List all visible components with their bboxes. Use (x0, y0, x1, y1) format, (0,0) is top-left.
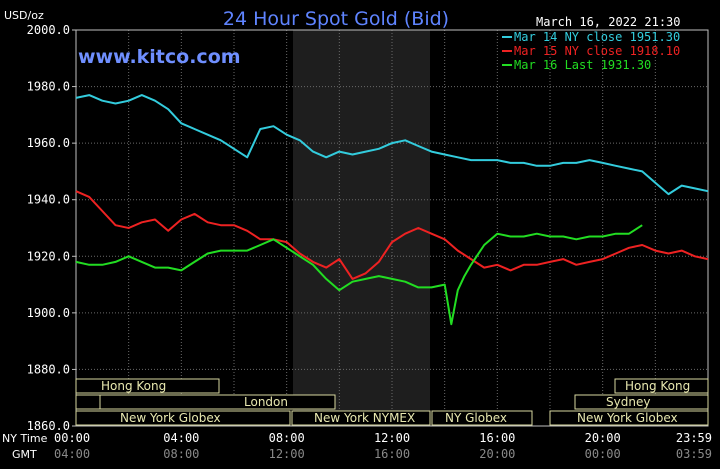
x-tick-label-ny: 16:00 (479, 431, 515, 445)
chart-title: 24 Hour Spot Gold (Bid) (223, 8, 449, 30)
session-ny-nymex-box (291, 410, 431, 426)
session-ny-globex-1-box (75, 410, 291, 426)
x-tick-label-gmt: 04:00 (54, 447, 90, 461)
session-pre-london-box (75, 394, 101, 410)
legend-label-3: Mar 16 Last 1931.30 (514, 58, 651, 72)
price-series (75, 94, 709, 326)
y-axis-unit: USD/oz (4, 9, 44, 22)
y-tick-label: 2000.0 (27, 23, 70, 37)
session-sydney: Sydney (606, 395, 650, 409)
session-ny-globex-2: NY Globex (445, 411, 507, 425)
session-ny-globex-1: New York Globex (120, 411, 221, 425)
y-tick-label: 1880.0 (27, 362, 70, 376)
y-axis-ticks: 2000.0 1980.0 1960.0 1940.0 1920.0 1900.0 1880… (27, 23, 76, 433)
x-tick-label-ny: 08:00 (269, 431, 305, 445)
legend-label-1: Mar 14 NY close 1951.30 (514, 30, 680, 44)
x-tick-label-gmt: 08:00 (163, 447, 199, 461)
x-axis-gmt-label: GMT (12, 448, 37, 461)
x-tick-label-ny: 23:59 (676, 431, 712, 445)
y-tick-label: 1920.0 (27, 249, 70, 263)
y-tick-label: 1860.0 (27, 419, 70, 433)
market-sessions: Hong Kong London New York Globex New Yor… (75, 378, 709, 426)
y-tick-label: 1960.0 (27, 136, 70, 150)
x-tick-label-ny: 12:00 (374, 431, 410, 445)
x-tick-label-gmt: 03:59 (676, 447, 712, 461)
y-tick-label: 1940.0 (27, 193, 70, 207)
legend-label-2: Mar 15 NY close 1918.10 (514, 44, 680, 58)
session-ny-globex-3-box (549, 410, 709, 426)
session-london-box (99, 394, 336, 410)
plot-border (75, 29, 709, 427)
watermark-url: www.kitco.com (78, 46, 241, 68)
nymex-session-shade (293, 30, 430, 426)
session-hong-kong-1-box (75, 378, 220, 394)
session-ny-globex-2-box (431, 410, 533, 426)
x-tick-label-gmt: 00:00 (585, 447, 621, 461)
chart-timestamp: March 16, 2022 21:30 (536, 15, 681, 29)
x-tick-label-gmt: 16:00 (374, 447, 410, 461)
y-tick-label: 1980.0 (27, 80, 70, 94)
x-axis-ticks: 00:00 04:00 04:00 08:00 08:00 12:00 12:00 16:00… (54, 431, 712, 461)
session-london: London (244, 395, 288, 409)
x-tick-label-ny: 20:00 (585, 431, 621, 445)
x-tick-label-ny: 04:00 (163, 431, 199, 445)
session-ny-nymex: New York NYMEX (314, 411, 415, 425)
x-tick-label-gmt: 12:00 (269, 447, 305, 461)
series-line-1 (75, 94, 709, 196)
session-hong-kong-2: Hong Kong (625, 379, 690, 393)
series-line-3 (75, 224, 643, 326)
session-hong-kong-1: Hong Kong (101, 379, 166, 393)
session-sydney-box (574, 394, 709, 410)
chart-grid (76, 30, 708, 426)
x-axis-ny-time-label: NY Time (2, 432, 48, 445)
x-tick-label-ny: 00:00 (54, 431, 90, 445)
series-line-2 (75, 190, 709, 280)
session-ny-globex-3: New York Globex (577, 411, 678, 425)
session-hong-kong-2-box (614, 378, 709, 394)
x-tick-label-gmt: 20:00 (479, 447, 515, 461)
y-tick-label: 1900.0 (27, 306, 70, 320)
